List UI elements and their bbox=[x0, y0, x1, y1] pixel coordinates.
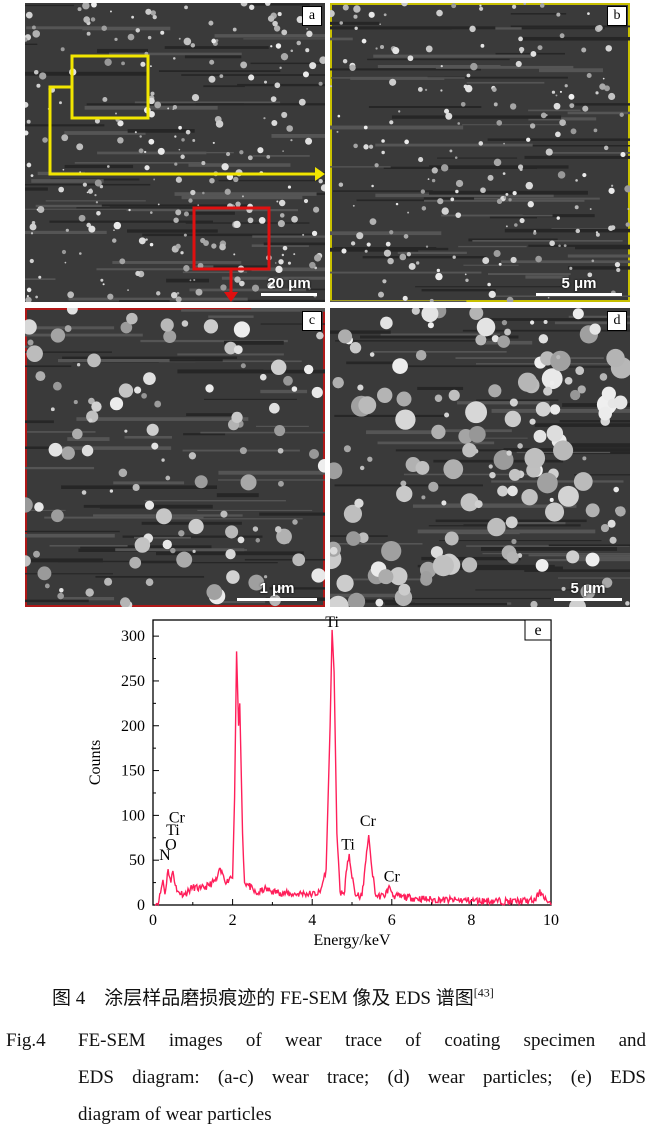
scale-bar-c: 1 μm bbox=[237, 580, 317, 601]
sem-image-d bbox=[330, 308, 630, 607]
caption-en-line3: diagram of wear particles bbox=[78, 1104, 272, 1125]
x-tick-label: 2 bbox=[229, 912, 237, 929]
yellow-arrow-head bbox=[315, 167, 325, 181]
y-tick-label: 300 bbox=[121, 628, 145, 645]
sem-image-c bbox=[25, 308, 325, 607]
y-axis-label: Counts bbox=[87, 740, 104, 785]
y-tick-label: 100 bbox=[121, 807, 145, 824]
caption-zh: 图 4 涂层样品磨损痕迹的 FE-SEM 像及 EDS 谱图[43] bbox=[52, 983, 494, 1010]
panel-label-d: d bbox=[607, 311, 627, 331]
scale-text: 5 μm bbox=[570, 580, 606, 597]
peak-label: N bbox=[159, 847, 171, 864]
plot-frame bbox=[152, 619, 552, 906]
peak-label: Cr bbox=[384, 869, 401, 886]
caption-en-prefix: Fig.4 bbox=[6, 1030, 46, 1051]
x-tick-label: 6 bbox=[388, 912, 396, 929]
spectrum-line bbox=[154, 629, 552, 907]
peak-label: Ti bbox=[166, 822, 180, 839]
yellow-selection-box bbox=[70, 54, 150, 120]
y-tick-label: 0 bbox=[137, 897, 145, 914]
yellow-arrow bbox=[48, 85, 315, 176]
x-tick-label: 10 bbox=[543, 912, 559, 929]
x-tick-label: 0 bbox=[149, 912, 157, 929]
peak-label: Cr bbox=[360, 813, 377, 830]
scale-text: 1 μm bbox=[259, 580, 295, 597]
sem-panel-d: d 5 μm bbox=[330, 308, 630, 607]
red-arrow-head bbox=[224, 292, 238, 302]
caption-zh-text: 涂层样品磨损痕迹的 FE-SEM 像及 EDS 谱图 bbox=[104, 988, 474, 1009]
scale-bar-b: 5 μm bbox=[536, 275, 622, 296]
caption-en: Fig.4 FE-SEM images of wear trace of coa… bbox=[6, 1022, 646, 1133]
y-tick-label: 150 bbox=[121, 763, 145, 780]
caption-en-line1: FE-SEM images of wear trace of coating s… bbox=[78, 1030, 646, 1051]
sem-image-a bbox=[25, 3, 325, 302]
sem-panel-c: c 1 μm bbox=[25, 308, 325, 607]
y-tick-label: 250 bbox=[121, 673, 145, 690]
x-axis-label: Energy/keV bbox=[313, 932, 390, 949]
x-tick-label: 4 bbox=[308, 912, 316, 929]
panel-label-b: b bbox=[607, 6, 627, 26]
eds-spectrum-chart: 0 2 4 6 8 10050100150200250300Energy/keVCount… bbox=[87, 615, 559, 949]
highlight-overlay bbox=[48, 54, 325, 302]
panel-label-e-box bbox=[524, 619, 552, 641]
red-selection-box bbox=[192, 206, 271, 271]
panel-label-a: a bbox=[302, 6, 322, 26]
scale-text: 5 μm bbox=[561, 275, 597, 292]
scale-bar-d: 5 μm bbox=[554, 580, 622, 601]
caption-en-line2: EDS diagram: (a-c) wear trace; (d) wear … bbox=[78, 1067, 646, 1088]
scale-text: 20 μm bbox=[267, 275, 311, 292]
peak-label: Cr bbox=[169, 810, 186, 827]
panel-label-c: c bbox=[302, 311, 322, 331]
caption-zh-prefix: 图 4 bbox=[52, 988, 86, 1009]
peak-label: O bbox=[165, 836, 177, 853]
sem-image-b bbox=[330, 3, 630, 302]
y-tick-label: 50 bbox=[129, 852, 145, 869]
x-tick-label: 8 bbox=[467, 912, 475, 929]
peak-label: Ti bbox=[325, 615, 339, 631]
y-tick-label: 200 bbox=[121, 718, 145, 735]
caption-ref: [43] bbox=[473, 985, 494, 1000]
sem-panel-a: a 20 μm bbox=[25, 3, 325, 302]
scale-bar-a: 20 μm bbox=[261, 275, 317, 296]
sem-panel-b: b 5 μm bbox=[330, 3, 630, 302]
panel-label-e: e bbox=[534, 622, 541, 639]
peak-label: Ti bbox=[341, 836, 355, 853]
